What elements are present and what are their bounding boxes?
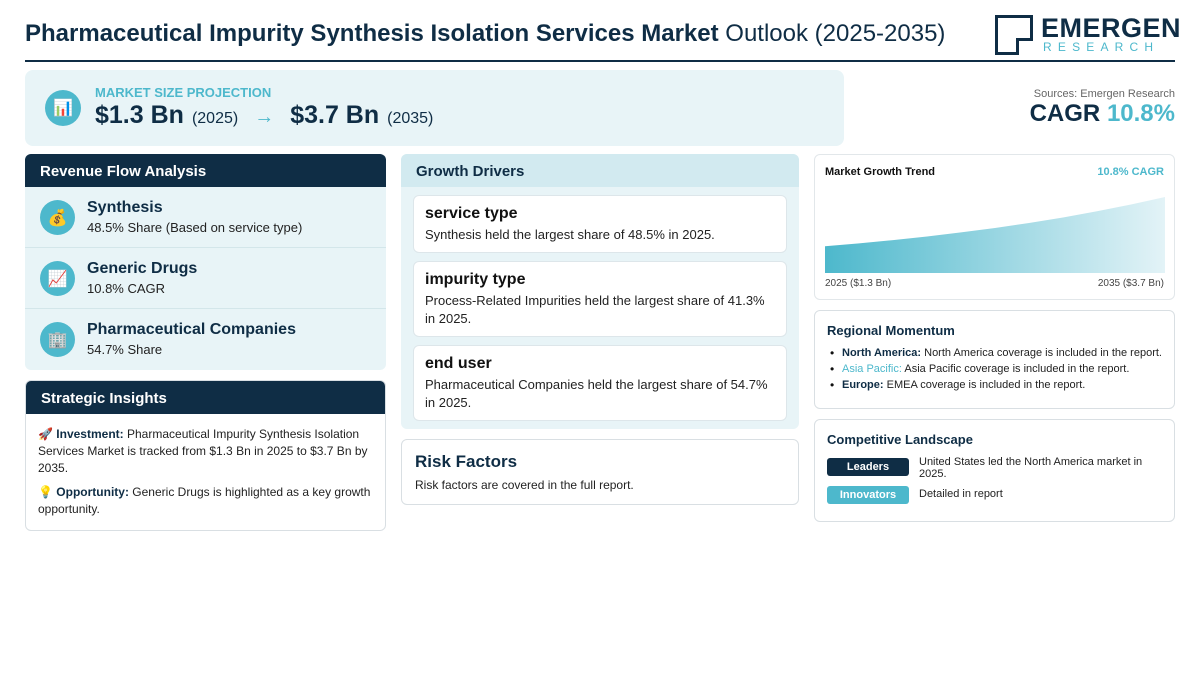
revenue-flow-card: Revenue Flow Analysis 💰 Synthesis 48.5% … <box>25 154 386 370</box>
start-year: (2025) <box>191 110 239 127</box>
opportunity-label: Opportunity: <box>56 485 129 499</box>
risk-factors-title: Risk Factors <box>415 452 518 471</box>
driver-text: Pharmaceutical Companies held the larges… <box>425 377 768 410</box>
driver-title: end user <box>425 355 492 372</box>
region-name: Asia Pacific: <box>842 363 902 375</box>
driver-item: end user Pharmaceutical Companies held t… <box>413 345 787 421</box>
opportunity-insight: 💡 Opportunity: Generic Drugs is highligh… <box>38 484 373 518</box>
driver-text: Process-Related Impurities held the larg… <box>425 293 765 326</box>
innovators-badge: Innovators <box>827 486 909 504</box>
strategic-insights-body: 🚀 Investment: Pharmaceutical Impurity Sy… <box>26 414 385 530</box>
strategic-insights-title: Strategic Insights <box>26 381 385 414</box>
region-list: North America: North America coverage is… <box>827 346 1162 392</box>
leaders-badge: Leaders <box>827 458 909 476</box>
competitive-row: Leaders United States led the North Amer… <box>827 456 1162 482</box>
investment-label: Investment: <box>56 427 124 441</box>
market-size-values: $1.3 Bn (2025) → $3.7 Bn (2035) <box>95 101 433 130</box>
rocket-icon: 🚀 <box>38 427 53 441</box>
regional-momentum-card: Regional Momentum North America: North A… <box>814 310 1175 409</box>
driver-title: impurity type <box>425 271 526 288</box>
competitive-text: United States led the North America mark… <box>919 456 1143 480</box>
driver-text: Synthesis held the largest share of 48.5… <box>425 227 715 242</box>
growth-drivers-title: Growth Drivers <box>401 154 799 187</box>
end-year: (2035) <box>387 110 434 127</box>
page-title: Pharmaceutical Impurity Synthesis Isolat… <box>25 20 945 48</box>
start-value: $1.3 Bn <box>95 101 184 129</box>
emergen-logo: EMERGEN RESEARCH <box>995 13 1181 55</box>
page-header: Pharmaceutical Impurity Synthesis Isolat… <box>25 10 1181 62</box>
competitive-landscape-card: Competitive Landscape Leaders United Sta… <box>814 419 1175 522</box>
cagr-label: CAGR <box>1029 100 1101 127</box>
opportunity-text: Generic Drugs is highlighted as a key gr… <box>38 485 371 516</box>
cagr-value: 10.8% <box>1106 100 1175 127</box>
region-text: Asia Pacific coverage is included in the… <box>904 363 1130 375</box>
driver-item: service type Synthesis held the largest … <box>413 195 787 253</box>
bar-chart-icon: 📊 <box>45 90 81 126</box>
trend-chart-icon: 📈 <box>40 261 75 296</box>
lightbulb-icon: 💡 <box>38 485 53 499</box>
region-text: North America coverage is included in th… <box>924 347 1162 359</box>
trend-cagr: 10.8% CAGR <box>1097 166 1164 178</box>
title-period: Outlook (2025-2035) <box>725 20 946 47</box>
risk-factors-text: Risk factors are covered in the full rep… <box>415 478 634 492</box>
region-text: EMEA coverage is included in the report. <box>886 379 1086 391</box>
investment-insight: 🚀 Investment: Pharmaceutical Impurity Sy… <box>38 426 373 477</box>
revenue-item-sub: 48.5% Share (Based on service type) <box>87 220 303 235</box>
growth-trend-area <box>825 197 1165 273</box>
regional-momentum-title: Regional Momentum <box>827 323 955 338</box>
revenue-item-sub: 10.8% CAGR <box>87 281 166 296</box>
trend-start-label: 2025 ($1.3 Bn) <box>825 278 892 289</box>
risk-factors-card: Risk Factors Risk factors are covered in… <box>401 439 799 505</box>
revenue-item: 🏢 Pharmaceutical Companies 54.7% Share <box>25 309 386 370</box>
logo-name: EMERGEN <box>1041 13 1182 43</box>
revenue-item-title: Pharmaceutical Companies <box>87 321 296 338</box>
competitive-landscape-title: Competitive Landscape <box>827 432 973 447</box>
trend-title: Market Growth Trend <box>825 166 936 178</box>
logo-subtitle: RESEARCH <box>1043 40 1160 54</box>
growth-trend-card: Market Growth Trend 10.8% CAGR 2025 ($1.… <box>814 154 1175 300</box>
building-icon: 🏢 <box>40 322 75 357</box>
region-name: Europe: <box>842 379 884 391</box>
revenue-item-sub: 54.7% Share <box>87 342 163 357</box>
driver-title: service type <box>425 205 518 222</box>
region-item: Asia Pacific: Asia Pacific coverage is i… <box>827 362 1162 376</box>
investment-text: Pharmaceutical Impurity Synthesis Isolat… <box>38 427 368 475</box>
logo-mark-icon <box>995 15 1033 55</box>
strategic-insights-card: Strategic Insights 🚀 Investment: Pharmac… <box>25 380 386 531</box>
end-value: $3.7 Bn <box>290 101 380 129</box>
revenue-item-title: Generic Drugs <box>87 260 198 277</box>
growth-trend-chart <box>825 197 1165 273</box>
region-item: North America: North America coverage is… <box>827 346 1162 360</box>
revenue-item: 📈 Generic Drugs 10.8% CAGR <box>25 248 386 309</box>
money-bag-icon: 💰 <box>40 200 75 235</box>
cagr-headline: CAGR 10.8% <box>1030 100 1175 128</box>
competitive-row: Innovators Detailed in report <box>827 484 1162 510</box>
revenue-flow-title: Revenue Flow Analysis <box>25 154 386 187</box>
sources-note: Sources: Emergen Research <box>1033 88 1175 100</box>
competitive-text: Detailed in report <box>919 488 1003 500</box>
region-item: Europe: EMEA coverage is included in the… <box>827 378 1162 392</box>
trend-end-label: 2035 ($3.7 Bn) <box>1097 278 1164 289</box>
market-size-label: MARKET SIZE PROJECTION <box>95 85 272 100</box>
arrow-right-icon: → <box>254 106 275 128</box>
growth-drivers-card: Growth Drivers service type Synthesis he… <box>401 154 799 429</box>
revenue-item: 💰 Synthesis 48.5% Share (Based on servic… <box>25 187 386 248</box>
title-main: Pharmaceutical Impurity Synthesis Isolat… <box>25 20 719 47</box>
driver-item: impurity type Process-Related Impurities… <box>413 261 787 337</box>
region-name: North America: <box>842 347 922 359</box>
market-size-banner: 📊 MARKET SIZE PROJECTION $1.3 Bn (2025) … <box>25 70 844 146</box>
revenue-item-title: Synthesis <box>87 199 163 216</box>
